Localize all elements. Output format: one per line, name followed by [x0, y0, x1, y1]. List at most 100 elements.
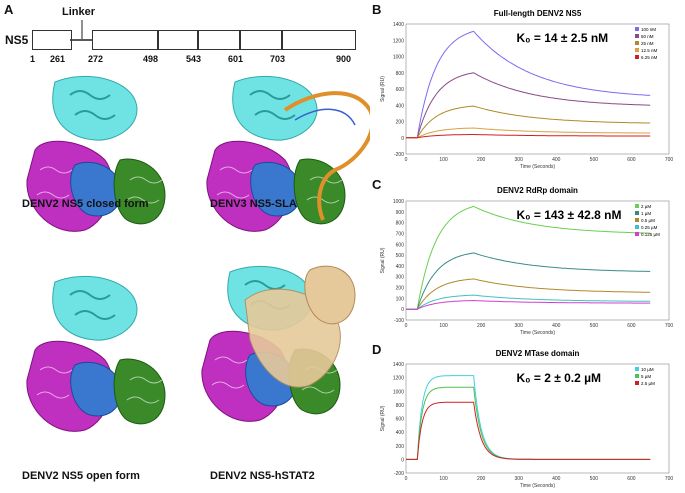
- x-tick-label: 400: [552, 476, 561, 482]
- panel-letter-b: B: [372, 2, 382, 17]
- x-tick-label: 500: [590, 476, 599, 482]
- x-tick-label: 100: [439, 157, 448, 163]
- legend-swatch: [635, 381, 639, 385]
- x-axis-label: Time (Seconds): [520, 330, 555, 336]
- y-tick-label: 900: [396, 210, 405, 216]
- y-tick-label: 600: [396, 417, 405, 423]
- linker-pointer: [70, 20, 93, 41]
- y-tick-label: 700: [396, 231, 405, 237]
- series-line: [406, 386, 651, 460]
- y-tick-label: 400: [396, 430, 405, 436]
- chart-full-length-ns5: Full-length DENV2 NS5 0 100 200 300 400 500 600…: [380, 9, 674, 170]
- x-tick-label: 300: [515, 157, 524, 163]
- position-label: 498: [143, 54, 159, 64]
- y-tick-label: 1000: [393, 199, 404, 205]
- legend-swatch: [635, 225, 639, 229]
- position-label: 601: [228, 54, 244, 64]
- x-tick-label: 300: [515, 476, 524, 482]
- structure-ns5-sla: [205, 75, 370, 233]
- x-tick-label: 500: [590, 323, 599, 329]
- position-label: 543: [186, 54, 202, 64]
- kd-value: K₀ = 143 ± 42.8 nM: [516, 208, 621, 222]
- legend-swatch: [635, 55, 639, 59]
- legend-label: 0.125 µM: [641, 232, 660, 237]
- legend-swatch: [635, 48, 639, 52]
- structure-caption: DENV2 NS5 closed form: [22, 198, 149, 210]
- structure-caption: DENV3 NS5-SLA: [210, 198, 297, 210]
- legend-label: 0.5 µM: [641, 218, 655, 223]
- series-line: [406, 105, 651, 139]
- ns5-label: NS5: [5, 33, 29, 47]
- series-line: [406, 252, 651, 310]
- x-tick-label: 0: [405, 157, 408, 163]
- y-tick-label: 1200: [393, 38, 404, 44]
- y-tick-label: -200: [394, 152, 404, 158]
- legend-label: 12.5 nM: [641, 48, 658, 53]
- x-tick-label: 400: [552, 157, 561, 163]
- legend-label: 6.25 nM: [641, 55, 658, 60]
- x-tick-label: 700: [665, 157, 674, 163]
- y-tick-label: 800: [396, 71, 405, 77]
- x-tick-label: 600: [627, 323, 636, 329]
- legend-label: 25 nM: [641, 41, 654, 46]
- legend-swatch: [635, 34, 639, 38]
- x-tick-label: 100: [439, 323, 448, 329]
- domain-fingers-2: Fingers: [198, 30, 240, 50]
- y-tick-label: -200: [394, 471, 404, 477]
- legend-swatch: [635, 367, 639, 371]
- x-tick-label: 200: [477, 323, 486, 329]
- y-tick-label: 200: [396, 120, 405, 126]
- chart-title: DENV2 MTase domain: [496, 349, 580, 358]
- legend: 2 µM 1 µM 0.5 µM 0.25 µM 0.125 µM: [635, 204, 660, 237]
- series-line: [406, 401, 651, 460]
- structure-illustrations: [25, 75, 370, 433]
- series-line: [406, 294, 651, 310]
- structure-caption: DENV2 NS5 open form: [22, 470, 140, 482]
- legend-label: 5 µM: [641, 374, 651, 379]
- series-line: [406, 134, 651, 139]
- linker-label: Linker: [62, 6, 96, 18]
- legend-label: 100 nM: [641, 27, 656, 32]
- x-tick-label: 500: [590, 157, 599, 163]
- position-label: 1: [30, 54, 36, 64]
- structure-open-form: [25, 275, 167, 433]
- legend-swatch: [635, 41, 639, 45]
- legend-label: 0.25 µM: [641, 225, 658, 230]
- x-axis-label: Time (Seconds): [520, 483, 555, 489]
- y-tick-label: 800: [396, 403, 405, 409]
- legend: 10 µM 5 µM 2.5 µM: [635, 367, 655, 386]
- legend-swatch: [635, 232, 639, 236]
- y-tick-label: 0: [401, 136, 404, 142]
- position-label: 261: [50, 54, 66, 64]
- series-line: [406, 127, 651, 139]
- x-tick-label: 700: [665, 323, 674, 329]
- x-tick-label: 600: [627, 476, 636, 482]
- panel-letter-c: C: [372, 177, 382, 192]
- y-tick-label: 100: [396, 296, 405, 302]
- legend-label: 10 µM: [641, 367, 654, 372]
- x-tick-label: 700: [665, 476, 674, 482]
- plot-frame: [405, 200, 670, 321]
- x-tick-label: 200: [477, 157, 486, 163]
- series-line: [406, 278, 651, 310]
- series-line: [406, 375, 651, 460]
- position-label: 272: [88, 54, 104, 64]
- x-axis-label: Time (Seconds): [520, 164, 555, 170]
- series-line: [406, 30, 651, 139]
- series-line: [406, 299, 651, 310]
- domain-palm-1: Palm: [158, 30, 198, 50]
- y-axis-label: Signal (RU): [380, 247, 386, 273]
- y-tick-label: 1400: [393, 22, 404, 28]
- y-tick-label: 200: [396, 286, 405, 292]
- panel-letter-a: A: [4, 2, 14, 17]
- legend-label: 1 µM: [641, 211, 651, 216]
- y-tick-label: 400: [396, 264, 405, 270]
- y-tick-label: 600: [396, 242, 405, 248]
- domain-palm-2: Palm: [240, 30, 282, 50]
- plot-frame: [405, 23, 670, 155]
- structure-ns5-hstat2: [200, 265, 356, 423]
- y-tick-label: 1000: [393, 389, 404, 395]
- chart-title: DENV2 RdRp domain: [497, 186, 578, 195]
- domain-mtase: MTase: [32, 30, 72, 50]
- chart-rdrp-domain: DENV2 RdRp domain 0 100 200 300 400 500 600 700 -…: [380, 186, 674, 336]
